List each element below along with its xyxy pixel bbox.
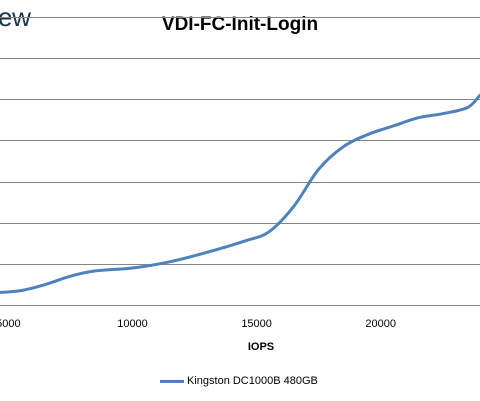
x-tick-label: 20000 <box>365 318 396 330</box>
chart-title-text: VDI-FC-Init-Login <box>161 14 319 35</box>
series-lines <box>0 93 480 294</box>
legend: Kingston DC1000B 480GB <box>160 373 318 389</box>
x-axis-title: IOPS <box>248 341 274 353</box>
series-line-0 <box>0 93 480 294</box>
x-tick-label: 5000 <box>0 318 21 330</box>
legend-label: Kingston DC1000B 480GB <box>187 375 318 387</box>
x-tick-labels: 5000 10000 15000 20000 <box>0 318 396 330</box>
gridlines <box>0 17 480 265</box>
legend-swatch <box>160 379 184 383</box>
x-tick-label: 10000 <box>117 318 148 330</box>
x-tick-label: 15000 <box>241 318 272 330</box>
chart-title: VDI-FC-Init-Login <box>0 14 480 36</box>
